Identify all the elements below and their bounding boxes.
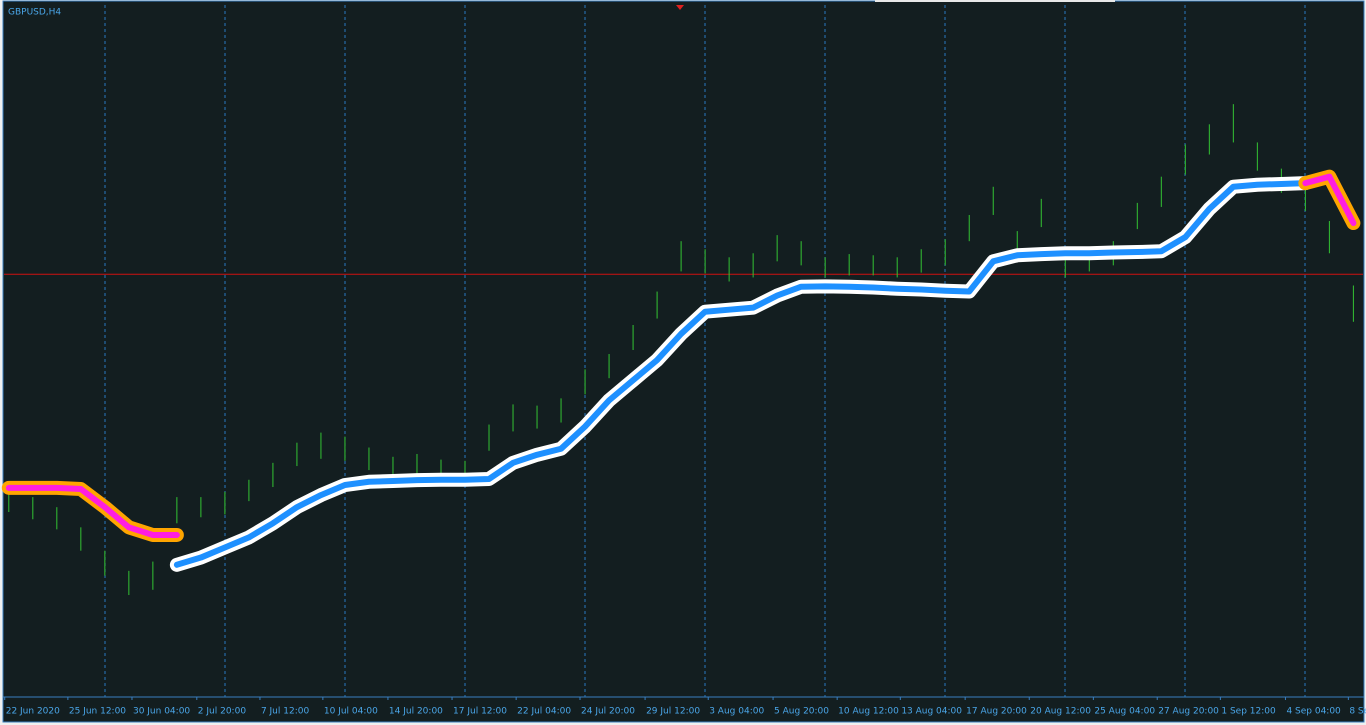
x-tick-label: 10 Jul 04:00 <box>324 707 378 717</box>
toolbar-edge <box>875 0 1115 2</box>
x-tick-label: 13 Aug 04:00 <box>901 707 962 717</box>
x-tick-label: 24 Jul 20:00 <box>581 707 635 717</box>
x-tick-label: 5 Aug 20:00 <box>774 707 829 717</box>
x-tick-label: 27 Aug 20:00 <box>1158 707 1219 717</box>
x-tick-label: 22 Jun 2020 <box>6 707 60 717</box>
x-tick-label: 8 Se <box>1349 707 1366 717</box>
x-tick-label: 25 Aug 04:00 <box>1094 707 1155 717</box>
indicator-line <box>173 180 1309 568</box>
x-tick-label: 7 Jul 12:00 <box>261 707 310 717</box>
x-tick-label: 30 Jun 04:00 <box>133 707 190 717</box>
x-tick-label: 4 Sep 04:00 <box>1286 707 1341 717</box>
x-tick-label: 10 Aug 12:00 <box>838 707 899 717</box>
x-tick-label: 3 Aug 04:00 <box>709 707 764 717</box>
x-tick-label: 14 Jul 20:00 <box>389 707 443 717</box>
shift-marker <box>676 5 684 10</box>
indicator-line <box>5 173 1357 538</box>
x-tick-label: 17 Aug 20:00 <box>966 707 1027 717</box>
x-tick-label: 25 Jun 12:00 <box>69 707 126 717</box>
x-tick-label: 2 Jul 20:00 <box>198 707 247 717</box>
x-tick-label: 17 Jul 12:00 <box>453 707 507 717</box>
x-tick-label: 20 Aug 12:00 <box>1030 707 1091 717</box>
x-tick-label: 29 Jul 12:00 <box>646 707 700 717</box>
x-tick-label: 1 Sep 12:00 <box>1221 707 1276 717</box>
chart-title: GBPUSD,H4 <box>8 8 61 18</box>
x-tick-label: 22 Jul 04:00 <box>517 707 571 717</box>
